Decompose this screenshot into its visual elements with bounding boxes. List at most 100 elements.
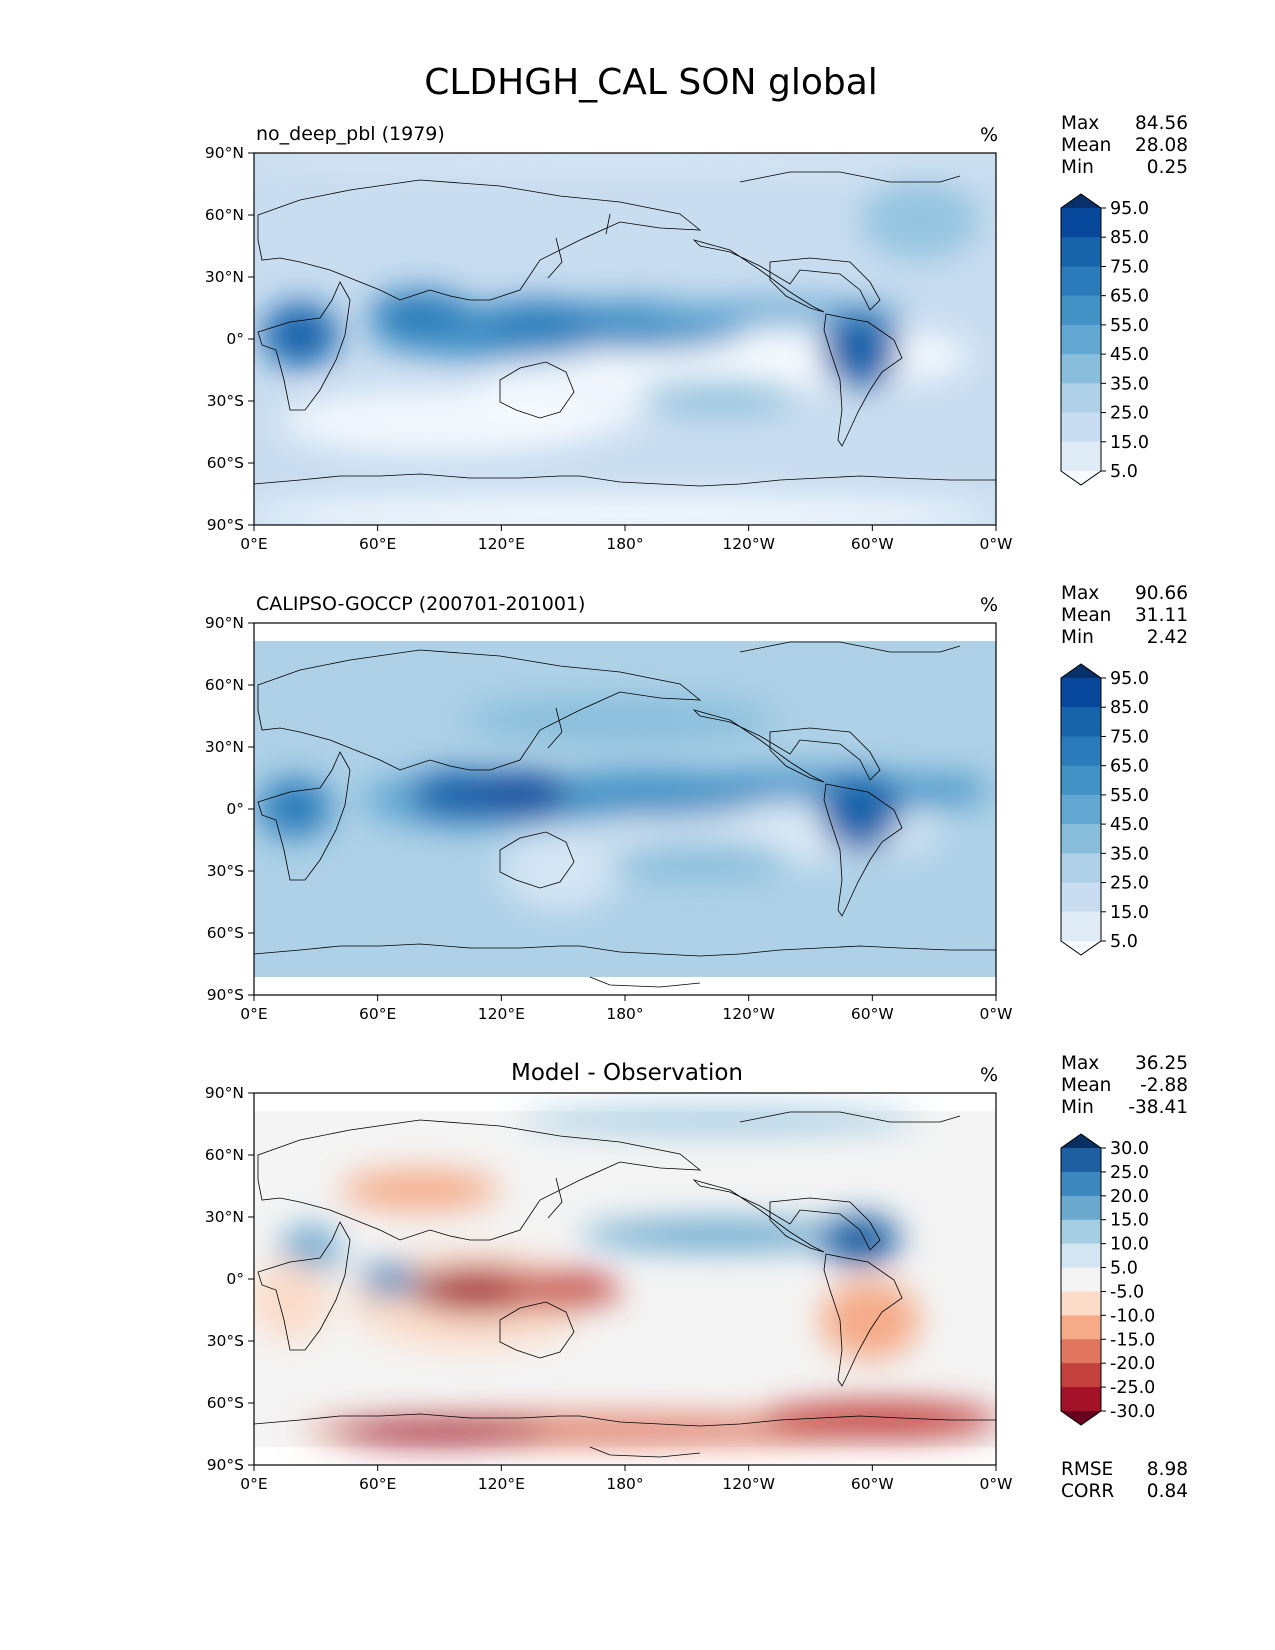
colorbar-label: 55.0 bbox=[1110, 316, 1149, 336]
map-field bbox=[254, 623, 996, 995]
blob-india bbox=[370, 290, 470, 334]
difference-field-blobs bbox=[254, 1106, 996, 1444]
blob-amazon bbox=[820, 312, 900, 388]
stat-value: 0.25 bbox=[1147, 157, 1188, 178]
x-tick-label: 120°E bbox=[478, 1475, 525, 1493]
x-tick-label: 0°W bbox=[980, 1475, 1013, 1493]
blob-south-atlantic-deficit bbox=[254, 1260, 330, 1340]
colorbar-label: 5.0 bbox=[1110, 1259, 1138, 1279]
x-tick-label: 60°W bbox=[851, 1475, 894, 1493]
y-tick-label: 90°S bbox=[207, 1456, 244, 1474]
colorbar-label: 15.0 bbox=[1110, 1211, 1149, 1231]
blob-indian-excess bbox=[360, 1264, 420, 1296]
coast-arctic bbox=[739, 641, 961, 653]
coast-japan bbox=[547, 1177, 563, 1219]
coast-australia bbox=[499, 1301, 575, 1359]
colorbar-label: 5.0 bbox=[1110, 932, 1138, 952]
y-tick-label: 90°N bbox=[205, 144, 244, 162]
colorbar-label: 35.0 bbox=[1110, 374, 1149, 394]
stat-label: Max bbox=[1061, 583, 1099, 604]
panel-difference-decor: 0°E 60°E 120°E 180° 120°W 60°W 0°W 90°N 60°N 30°N… bbox=[205, 1053, 1188, 1502]
colorbar-label: 85.0 bbox=[1110, 698, 1149, 718]
colorbar-segment bbox=[1061, 295, 1101, 326]
coast-ross-shelf bbox=[589, 976, 701, 988]
stat-label: Max bbox=[1061, 1053, 1099, 1074]
colorbar-label: -5.0 bbox=[1110, 1282, 1144, 1302]
y-tick-label: 0° bbox=[226, 1270, 244, 1288]
x-tick-label: 120°W bbox=[722, 1005, 775, 1023]
stat-label: Min bbox=[1061, 1097, 1094, 1118]
x-tick-label: 60°E bbox=[359, 1475, 396, 1493]
panel-reference: CALIPSO-GOCCP (200701-201001) % bbox=[253, 593, 998, 996]
panel-title: no_deep_pbl (1979) bbox=[256, 123, 445, 145]
coast-south-america bbox=[823, 313, 903, 447]
colorbar-label: 25.0 bbox=[1110, 874, 1149, 894]
colorbar-label: -15.0 bbox=[1110, 1330, 1155, 1350]
x-tick-label: 60°E bbox=[359, 1005, 396, 1023]
stat-value: -2.88 bbox=[1140, 1075, 1188, 1096]
colorbar-extend-top bbox=[1061, 664, 1101, 678]
blob-east-antarctic-deficit bbox=[330, 1420, 550, 1444]
y-tick-label: 60°N bbox=[205, 676, 244, 694]
x-tick-label: 0°E bbox=[240, 535, 267, 553]
colorbar-segment bbox=[1061, 911, 1101, 942]
colorbar-label: 95.0 bbox=[1110, 669, 1149, 689]
y-tick-label: 30°N bbox=[205, 268, 244, 286]
colorbar-segment bbox=[1061, 1195, 1101, 1221]
colorbar-segment bbox=[1061, 1339, 1101, 1364]
cloud-field-blobs bbox=[254, 153, 996, 525]
colorbar-segment bbox=[1061, 1267, 1101, 1292]
coast-south-america bbox=[823, 1253, 903, 1387]
colorbar-label: -10.0 bbox=[1110, 1306, 1155, 1326]
stat-value: 31.11 bbox=[1135, 605, 1188, 626]
colorbar-segment bbox=[1061, 1291, 1101, 1316]
x-tick-label: 120°E bbox=[478, 535, 525, 553]
coast-north-america bbox=[692, 709, 881, 783]
colorbar-segment bbox=[1061, 1363, 1101, 1388]
metric-label: RMSE bbox=[1061, 1459, 1113, 1480]
blob-asia-deficit bbox=[340, 1170, 500, 1210]
colorbar-segment bbox=[1061, 441, 1101, 472]
colorbar-label: 35.0 bbox=[1110, 844, 1149, 864]
x-tick-label: 120°W bbox=[722, 535, 775, 553]
y-tick-label: 60°S bbox=[207, 1394, 244, 1412]
y-tick-label: 60°N bbox=[205, 1146, 244, 1164]
colorbar-label: 45.0 bbox=[1110, 345, 1149, 365]
y-tick-label: 30°N bbox=[205, 738, 244, 756]
coast-north-america bbox=[692, 239, 881, 313]
stat-label: Min bbox=[1061, 627, 1094, 648]
coastlines bbox=[254, 641, 996, 988]
colorbar-label: 55.0 bbox=[1110, 786, 1149, 806]
x-tick-label: 60°W bbox=[851, 535, 894, 553]
colorbar-segment bbox=[1061, 736, 1101, 767]
coast-japan bbox=[547, 237, 563, 279]
colorbar-label: 5.0 bbox=[1110, 462, 1138, 482]
colorbar-label: 85.0 bbox=[1110, 228, 1149, 248]
blob-antarctica bbox=[254, 497, 996, 525]
panel-title: Model - Observation bbox=[511, 1060, 743, 1086]
stat-value: 84.56 bbox=[1135, 113, 1188, 134]
colorbar-segment bbox=[1061, 1243, 1101, 1269]
stat-label: Min bbox=[1061, 157, 1094, 178]
units-label: % bbox=[980, 124, 998, 146]
y-tick-label: 60°S bbox=[207, 454, 244, 472]
blob-arctic bbox=[254, 153, 996, 168]
colorbar-label: 75.0 bbox=[1110, 727, 1149, 747]
blob-amazon-excess bbox=[820, 1215, 900, 1265]
stat-label: Mean bbox=[1061, 605, 1111, 626]
units-label: % bbox=[980, 594, 998, 616]
blob-maritime bbox=[480, 300, 600, 340]
colorbar: 30.0 25.0 20.0 15.0 10.0 5.0 -5.0 -10.0 -15.0 -20… bbox=[1060, 1133, 1155, 1426]
map-field bbox=[254, 1093, 996, 1465]
colorbar-segment bbox=[1061, 707, 1101, 737]
blob-africa bbox=[262, 303, 338, 367]
y-tick-label: 90°N bbox=[205, 614, 244, 632]
colorbar-segment bbox=[1061, 678, 1101, 708]
colorbar-extend-bottom bbox=[1061, 1411, 1101, 1425]
coast-australia bbox=[499, 831, 575, 889]
blob-australia-dry bbox=[500, 830, 620, 910]
colorbar-segment bbox=[1061, 1148, 1101, 1173]
x-tick-label: 0°W bbox=[980, 1005, 1013, 1023]
coast-antarctica bbox=[254, 1413, 996, 1427]
panel-test-decor: 0°E 60°E 120°E 180° 120°W 60°W 0°W 90°N 60°N 30°N… bbox=[205, 113, 1188, 553]
